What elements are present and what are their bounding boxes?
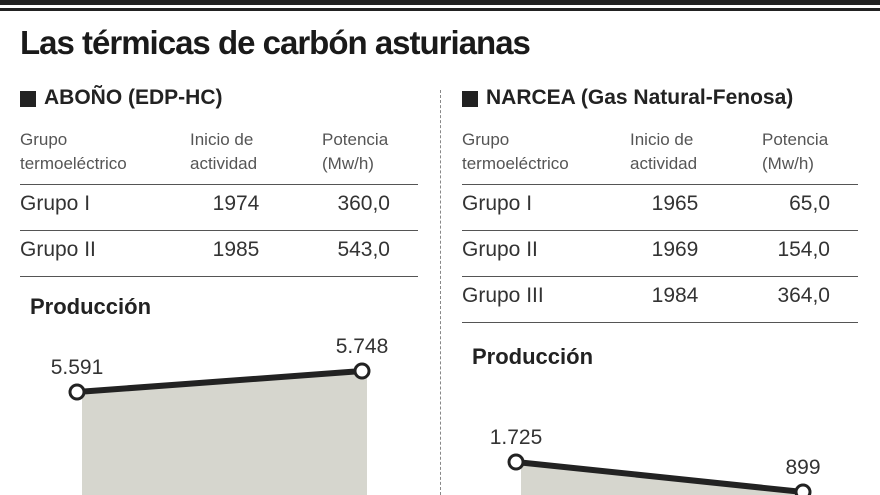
value-label: 899 xyxy=(785,456,820,479)
table-rule xyxy=(20,230,418,231)
panel-heading: NARCEA (Gas Natural-Fenosa) xyxy=(486,86,794,109)
table-cell: 1984 xyxy=(651,284,699,307)
table-cell: 1969 xyxy=(651,238,699,261)
divider xyxy=(440,90,441,495)
table-cell: 1965 xyxy=(651,192,699,215)
table-rule xyxy=(20,184,418,185)
table-cell: Grupo III xyxy=(462,284,544,307)
value-label: 5.591 xyxy=(51,356,104,379)
table-header: Potencia (Mw/h) xyxy=(322,130,389,173)
chart-title: Producción xyxy=(30,294,152,319)
table-cell: 364,0 xyxy=(777,284,830,307)
table-rule xyxy=(20,276,418,277)
page-title: Las térmicas de carbón asturianas xyxy=(20,24,531,61)
top-rule xyxy=(0,0,880,5)
table-header: Grupo termoeléctrico xyxy=(20,130,127,173)
top-rule xyxy=(0,8,880,11)
table-cell: 1974 xyxy=(212,192,260,215)
table-cell: 543,0 xyxy=(337,238,390,261)
point xyxy=(68,383,86,401)
line xyxy=(76,368,363,395)
table-rule xyxy=(462,322,858,323)
table-rule xyxy=(462,184,858,185)
table-cell: 360,0 xyxy=(337,192,390,215)
table-rule xyxy=(462,276,858,277)
table-cell: 1985 xyxy=(212,238,260,261)
table-cell: Grupo I xyxy=(462,192,533,215)
table-cell: Grupo I xyxy=(20,192,91,215)
chart-title: Producción xyxy=(472,344,594,369)
table-header: Inicio de actividad xyxy=(630,130,698,173)
table-header: Inicio de actividad xyxy=(190,130,258,173)
heading-marker xyxy=(462,91,478,107)
point xyxy=(507,453,525,471)
table-cell: Grupo II xyxy=(462,238,538,261)
table-cell: Grupo II xyxy=(20,238,96,261)
table-header: Grupo termoeléctrico xyxy=(462,130,569,173)
heading-marker xyxy=(20,91,36,107)
panel-heading: ABOÑO (EDP-HC) xyxy=(44,86,223,109)
table-rule xyxy=(462,230,858,231)
line xyxy=(515,459,804,495)
area xyxy=(82,371,367,495)
table-cell: 65,0 xyxy=(789,192,830,215)
value-label: 5.748 xyxy=(336,335,389,358)
point xyxy=(353,362,371,380)
point xyxy=(794,483,812,495)
value-label: 1.725 xyxy=(490,426,543,449)
table-header: Potencia (Mw/h) xyxy=(762,130,829,173)
table-cell: 154,0 xyxy=(777,238,830,261)
